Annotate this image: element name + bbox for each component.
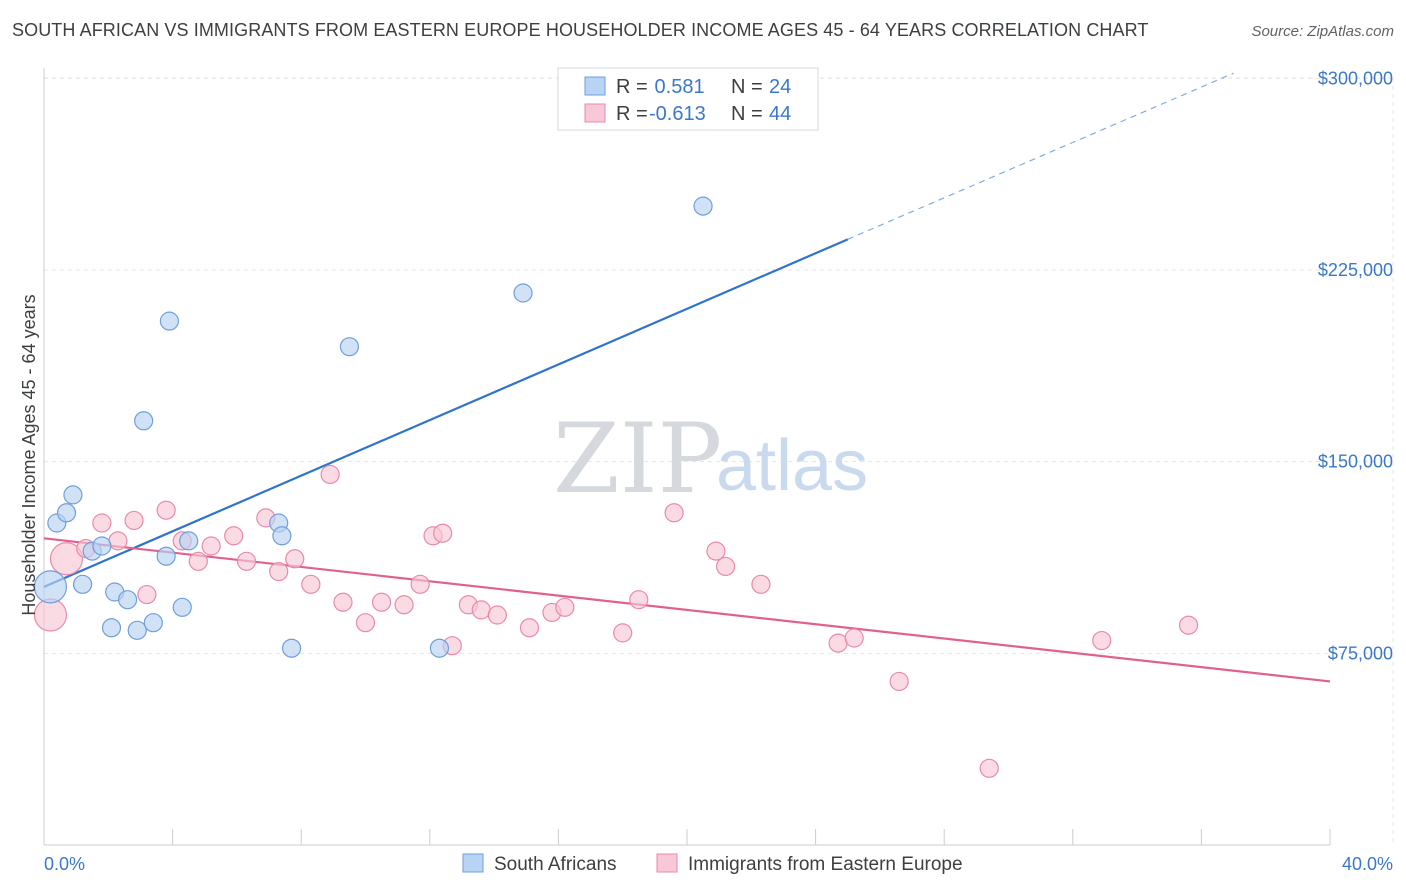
point-south-african (101, 618, 122, 638)
legend-n-label: N = (731, 103, 763, 125)
point-eastern-europe (33, 598, 68, 632)
point-south-african (63, 485, 83, 505)
legend-n-value: 44 (769, 103, 791, 125)
point-eastern-europe (269, 561, 289, 582)
point-south-african (179, 531, 199, 551)
point-eastern-europe (555, 597, 575, 617)
legend-swatch-eastern-europe (656, 853, 678, 873)
x-tick-label-min: 0.0% (44, 854, 85, 874)
legend-r-label: R = (616, 103, 648, 125)
legend-label-south-africans: South Africans (494, 854, 617, 875)
point-south-african (72, 574, 93, 594)
point-south-african (272, 526, 292, 546)
point-eastern-europe (201, 536, 221, 556)
trendline-eastern-europe (43, 537, 1331, 683)
point-south-african (693, 196, 713, 216)
chart-title: SOUTH AFRICAN VS IMMIGRANTS FROM EASTERN… (12, 20, 1149, 40)
point-eastern-europe (715, 556, 736, 577)
point-eastern-europe (706, 541, 726, 561)
legend-n-value: 24 (769, 76, 791, 98)
y-tick-label: $300,000 (1318, 68, 1393, 88)
point-eastern-europe (487, 605, 507, 625)
y-tick-label: $150,000 (1318, 452, 1393, 472)
point-south-african (339, 337, 360, 357)
point-south-african (92, 536, 112, 556)
point-eastern-europe (394, 595, 414, 615)
point-eastern-europe (1178, 615, 1199, 635)
legend-r-label: R = (616, 76, 648, 98)
point-eastern-europe (410, 574, 430, 594)
trendline-south-africans (43, 238, 849, 588)
legend-swatch-pink (584, 103, 606, 123)
point-eastern-europe (433, 523, 453, 543)
legend-n-label: N = (731, 76, 763, 98)
point-south-african (156, 546, 176, 566)
point-south-african (513, 283, 533, 303)
point-eastern-europe (355, 613, 376, 633)
point-eastern-europe (828, 633, 848, 653)
point-eastern-europe (49, 542, 84, 576)
y-tick-label: $75,000 (1328, 643, 1393, 663)
point-eastern-europe (371, 592, 392, 612)
point-eastern-europe (844, 628, 864, 648)
legend-swatch-south-africans (462, 853, 484, 873)
point-eastern-europe (979, 758, 999, 778)
point-eastern-europe (92, 513, 112, 533)
watermark-atlas: atlas (716, 426, 868, 506)
legend-label-eastern-europe: Immigrants from Eastern Europe (688, 854, 963, 875)
y-tick-labels: $75,000 $150,000 $225,000 $300,000 (1318, 68, 1393, 663)
data-points (33, 196, 1199, 778)
y-tick-label: $225,000 (1318, 260, 1393, 280)
point-eastern-europe (124, 510, 144, 531)
point-eastern-europe (301, 574, 321, 594)
y-axis-label: Householder Income Ages 45 - 64 years (19, 294, 39, 615)
point-eastern-europe (889, 671, 909, 692)
point-south-african (143, 613, 163, 633)
x-tick-label-max: 40.0% (1342, 854, 1393, 874)
point-south-african (117, 590, 138, 610)
watermark: ZIP atlas (553, 403, 868, 515)
point-eastern-europe (629, 590, 649, 610)
series-legend: South Africans Immigrants from Eastern E… (462, 853, 963, 875)
legend-r-value: 0.581 (649, 76, 705, 98)
stats-legend: R = 0.581 N = 24 R = -0.613 N = 44 (557, 67, 819, 131)
point-south-african (127, 620, 147, 640)
point-south-african (281, 638, 302, 658)
trendline-south-africans-extension (847, 72, 1234, 240)
point-eastern-europe (188, 551, 208, 571)
point-eastern-europe (471, 600, 491, 620)
point-eastern-europe (320, 464, 340, 485)
point-eastern-europe (224, 526, 244, 546)
point-eastern-europe (108, 531, 128, 551)
watermark-zip: ZIP (553, 403, 722, 515)
legend-r-value: -0.613 (649, 103, 706, 125)
trend-lines (43, 72, 1331, 683)
point-south-african (172, 597, 192, 617)
point-south-african (56, 503, 77, 523)
point-south-african (159, 311, 179, 331)
point-eastern-europe (156, 500, 176, 520)
point-south-african (429, 638, 450, 658)
point-south-african (134, 411, 154, 431)
axes (43, 68, 1331, 846)
point-eastern-europe (236, 551, 257, 571)
point-eastern-europe (1092, 630, 1112, 651)
point-eastern-europe (137, 584, 157, 605)
point-eastern-europe (333, 592, 353, 612)
point-eastern-europe (519, 618, 540, 638)
point-eastern-europe (664, 503, 684, 523)
point-eastern-europe (285, 549, 305, 569)
source-credit: Source: ZipAtlas.com (1251, 23, 1394, 40)
point-eastern-europe (751, 574, 771, 594)
legend-swatch-blue (584, 76, 606, 96)
point-eastern-europe (613, 623, 633, 643)
point-south-african (33, 570, 68, 604)
